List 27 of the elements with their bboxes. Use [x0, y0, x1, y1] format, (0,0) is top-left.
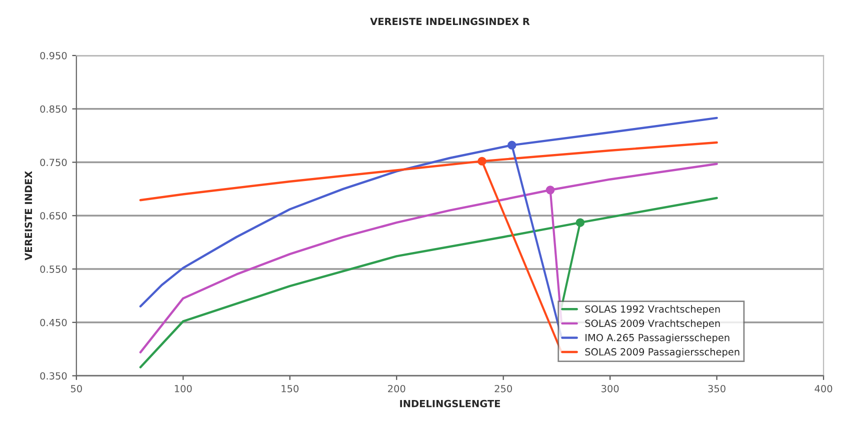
x-tick-label: 200: [388, 384, 406, 392]
legend-label: IMO A.265 Passagiersschepen: [586, 334, 730, 344]
point: [478, 156, 486, 166]
point: [546, 186, 555, 194]
legend-label: SOLAS 2009 Vrachtschepen: [585, 319, 720, 329]
line-series: [139, 141, 718, 202]
y-tick-label: 0.450: [40, 318, 67, 326]
point: [508, 140, 516, 150]
y-tick-label: 0.350: [40, 372, 67, 380]
legend-label: SOLAS 2009 Passagiersschepen: [585, 348, 740, 358]
point: [576, 218, 585, 227]
x-tick-label: 100: [174, 384, 192, 392]
y-tick-label: 0.950: [40, 52, 67, 60]
x-axis-title: INDELINGSLENGTE: [400, 400, 500, 408]
x-tick-label: 350: [708, 384, 726, 392]
y-axis-title: VEREISTE INDEX: [24, 171, 32, 260]
x-tick-label: 50: [70, 384, 82, 392]
chart-title: VEREISTE INDELINGSINDEX R: [370, 18, 530, 26]
y-tick-label: 0.750: [40, 158, 67, 166]
x-tick-label: 300: [602, 384, 619, 392]
y-tick-label: 0.650: [40, 212, 67, 220]
x-tick-label: 400: [814, 384, 832, 392]
y-tick-label: 0.850: [40, 105, 67, 113]
x-tick-label: 250: [494, 384, 512, 392]
y-tick-label: 0.550: [40, 265, 67, 273]
legend-label: SOLAS 1992 Vrachtschepen: [585, 305, 720, 315]
x-tick-label: 150: [282, 384, 299, 392]
